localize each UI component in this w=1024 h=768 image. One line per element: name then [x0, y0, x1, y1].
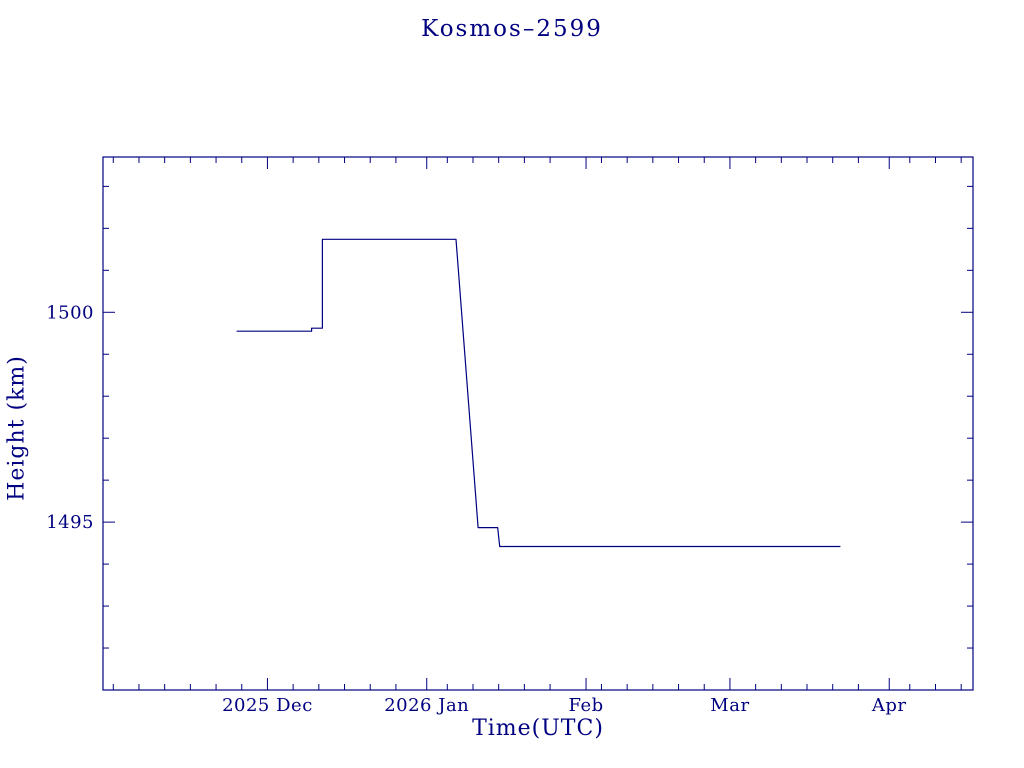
y-tick-label: 1500: [46, 302, 94, 323]
x-tick-label: Apr: [871, 695, 907, 716]
x-tick-label: 2025 Dec: [222, 695, 313, 716]
height-series-line: [236, 238, 841, 548]
plot-frame: [102, 156, 974, 691]
x-axis-label: Time(UTC): [472, 716, 604, 741]
chart-title: Kosmos–2599: [421, 16, 603, 42]
y-tick-label: 1495: [46, 512, 94, 533]
x-tick-label: Feb: [568, 695, 603, 716]
y-axis-label: Height (km): [4, 355, 30, 501]
x-tick-label: 2026 Jan: [384, 695, 469, 716]
x-tick-label: Mar: [710, 695, 749, 716]
